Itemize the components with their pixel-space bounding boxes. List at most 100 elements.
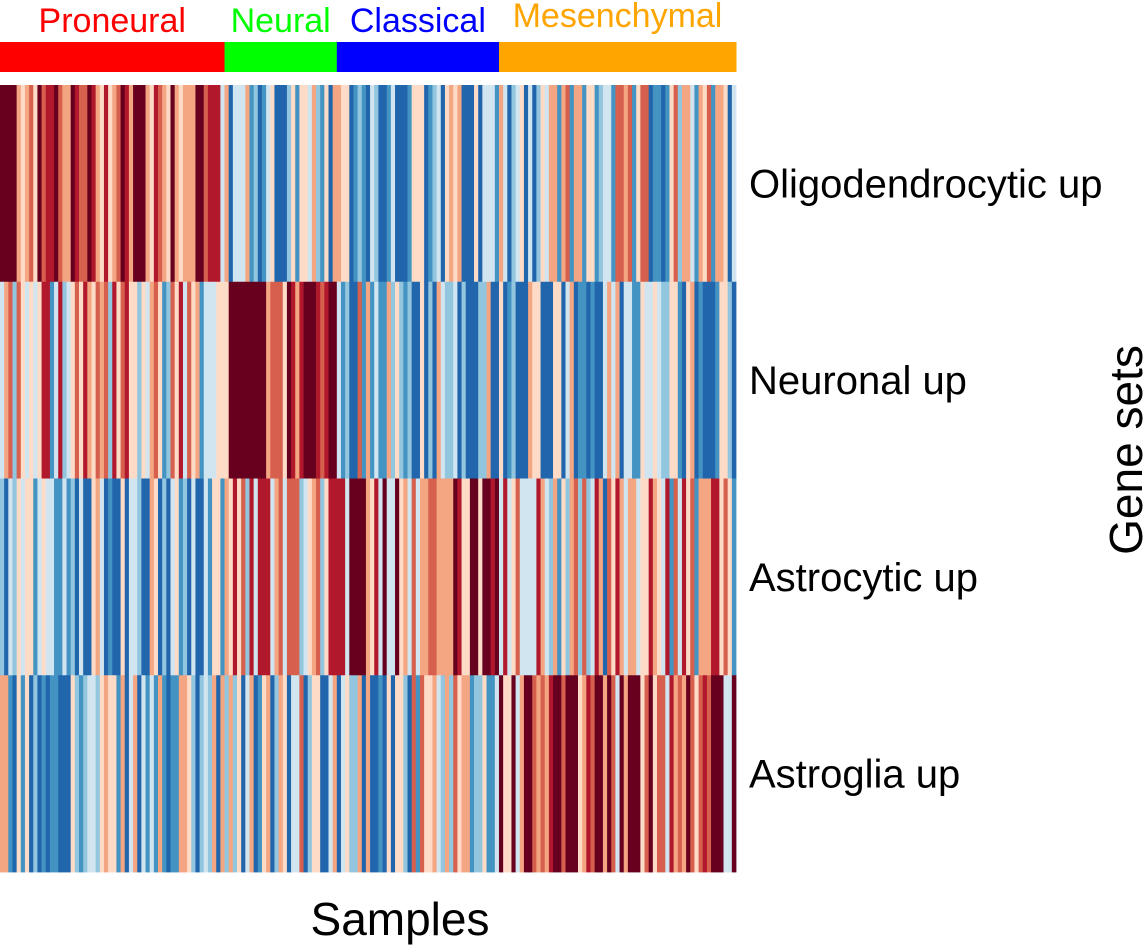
heatmap-cell [719,281,724,479]
heatmap-cell [432,675,438,873]
heatmap-cell [494,478,500,676]
heatmap-cell [540,478,546,676]
heatmap-cell [336,478,342,676]
heatmap-cell [706,85,712,283]
heatmap-cell [191,85,196,283]
heatmap-cell [87,675,92,873]
heatmap-cell [133,675,138,873]
heatmap-cell [291,675,296,873]
heatmap-cell [45,281,51,479]
heatmap-cell [174,281,180,479]
heatmap-cell [278,478,284,676]
heatmap-cell [382,281,388,479]
heatmap-cell [108,85,113,283]
heatmap-cell [636,675,641,873]
heatmap-cell [474,478,479,676]
heatmap-cell [79,85,84,283]
heatmap-cell [20,478,26,676]
heatmap-cell [723,85,729,283]
heatmap-cell [715,675,720,873]
heatmap-cell [237,281,242,479]
heatmap-cell [656,281,662,479]
heatmap-cell [586,281,591,479]
heatmap-cell [648,478,654,676]
heatmap-cell [182,478,188,676]
heatmap-cell [370,85,375,283]
sample-group-annotation: Proneural Neural Classical Mesenchymal [0,0,737,72]
heatmap-cell [311,675,317,873]
heatmap-cell [681,281,687,479]
heatmap-cell [544,85,550,283]
heatmap-cell [365,85,371,283]
heatmap-cell [291,281,296,479]
heatmap-cell [361,281,367,479]
heatmap-cell [328,281,334,479]
heatmap-cell [503,281,508,479]
heatmap-cell [677,675,683,873]
heatmap-cell [536,675,541,873]
heatmap-cell [515,281,521,479]
heatmap-cell [395,85,400,283]
heatmap-cell [702,478,708,676]
heatmap-cell [569,478,575,676]
heatmap-cell [340,478,346,676]
heatmap-cell [195,85,200,283]
heatmap-cell [594,675,600,873]
heatmap-cell [274,281,279,479]
heatmap-cell [544,281,550,479]
heatmap-cell [62,478,67,676]
heatmap-cell [0,675,5,873]
heatmap-cell [711,675,716,873]
heatmap-cell [623,675,629,873]
heatmap-cell [270,85,275,283]
heatmap-cell [203,675,209,873]
heatmap-cell [353,675,359,873]
heatmap-cell [536,281,541,479]
heatmap-cell [79,281,84,479]
heatmap-cell [640,478,645,676]
heatmap-cell [116,675,121,873]
heatmap-cell [83,478,88,676]
heatmap-cell [199,675,205,873]
heatmap-cell [257,85,263,283]
heatmap-cell [582,281,587,479]
heatmap-cell [207,85,213,283]
heatmap-cell [457,85,462,283]
heatmap-cell [303,675,309,873]
heatmap-cell [8,675,13,873]
heatmap-cell [29,478,34,676]
heatmap-cell [24,85,30,283]
heatmap-cell [199,281,205,479]
heatmap-cell [266,85,271,283]
heatmap-cell [511,675,517,873]
heatmap-cell [128,281,134,479]
heatmap-cell [228,478,234,676]
heatmap-cell [449,675,454,873]
heatmap-cell [498,85,504,283]
heatmap-cell [694,85,699,283]
heatmap-cell [378,281,383,479]
heatmap-cell [87,478,92,676]
heatmap-cell [390,675,396,873]
heatmap-cell [569,85,575,283]
heatmap-cell [95,85,101,283]
heatmap-cell [141,478,146,676]
heatmap-cell [652,675,658,873]
heatmap-cell [237,478,242,676]
heatmap-cell [519,478,525,676]
heatmap-cell [20,675,26,873]
heatmap-cell [49,478,55,676]
heatmap-cell [490,478,496,676]
heatmap-cell [640,281,645,479]
heatmap-cell [116,85,121,283]
heatmap-cell [449,281,454,479]
heatmap-cell [444,675,450,873]
heatmap-cell [37,85,42,283]
heatmap-cell [357,478,363,676]
heatmap-cell [469,85,475,283]
heatmap-cell [598,281,604,479]
heatmap-cell [191,281,196,479]
heatmap-cell [62,85,67,283]
heatmap-cell [278,85,284,283]
heatmap-cell [702,675,708,873]
